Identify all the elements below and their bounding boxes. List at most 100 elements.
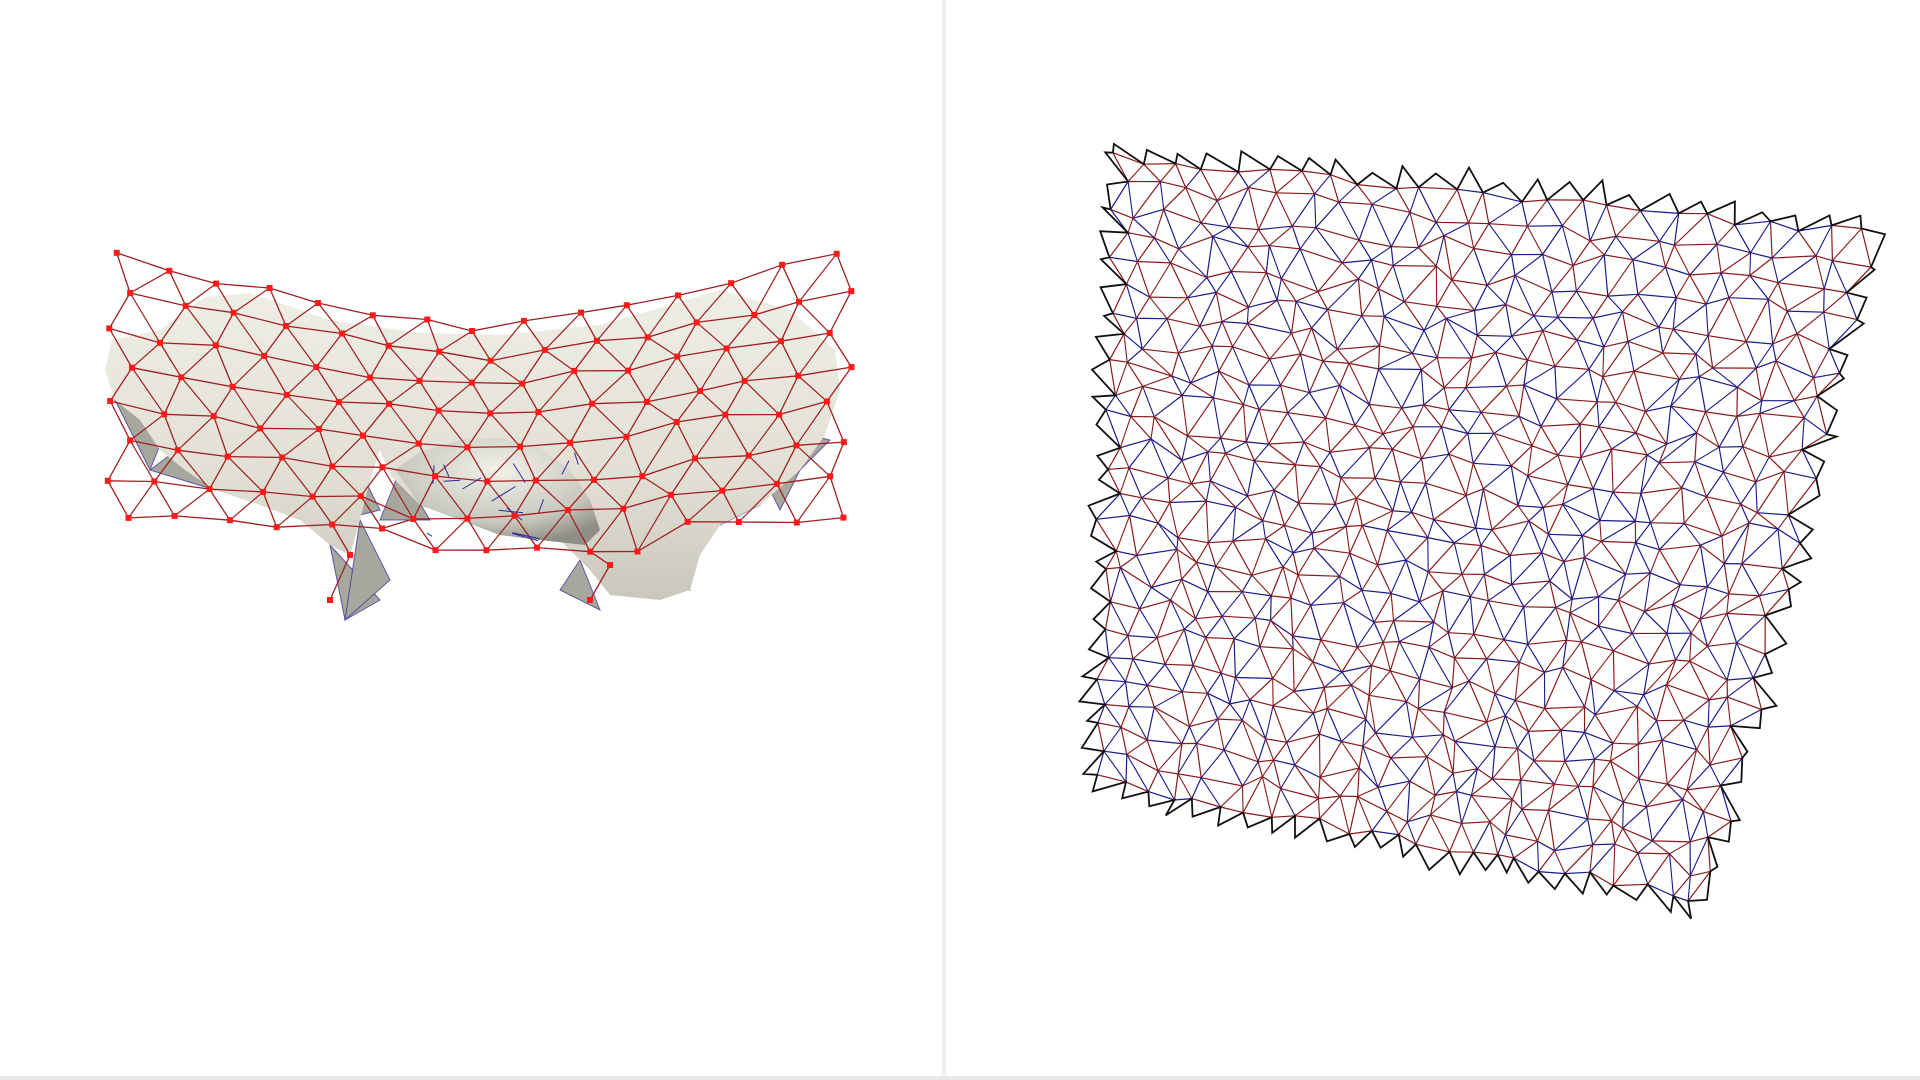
mesh-vertex[interactable] — [213, 280, 220, 287]
mesh-vertex[interactable] — [511, 512, 518, 519]
mesh-vertex[interactable] — [634, 548, 641, 555]
mesh-vertex[interactable] — [283, 323, 289, 329]
mesh-vertex[interactable] — [273, 524, 280, 531]
mesh-vertex[interactable] — [833, 250, 840, 257]
mesh-vertex[interactable] — [385, 342, 392, 349]
mesh-vertex[interactable] — [386, 400, 393, 407]
mesh-vertex[interactable] — [692, 455, 698, 462]
mesh-vertex[interactable] — [487, 357, 494, 364]
mesh-vertex[interactable] — [335, 399, 342, 405]
mesh-vertex[interactable] — [161, 411, 168, 418]
mesh-vertex[interactable] — [567, 439, 574, 446]
mesh-vertex[interactable] — [229, 383, 236, 390]
mesh-vertex[interactable] — [464, 444, 471, 451]
mesh-vertex[interactable] — [367, 374, 374, 381]
mesh-vertex[interactable] — [329, 521, 336, 528]
viewport-divider[interactable] — [942, 0, 946, 1076]
mesh-vertex[interactable] — [316, 426, 322, 432]
mesh-vertex[interactable] — [735, 519, 742, 525]
mesh-vertex[interactable] — [113, 249, 120, 256]
mesh-vertex[interactable] — [693, 319, 700, 326]
mesh-vertex[interactable] — [623, 302, 630, 309]
mesh-vertex[interactable] — [667, 491, 674, 498]
mesh-vertex[interactable] — [796, 298, 802, 305]
mesh-vertex[interactable] — [182, 302, 189, 309]
mesh-vertex[interactable] — [793, 442, 800, 449]
mesh-vertex[interactable] — [309, 493, 316, 500]
mesh-vertex[interactable] — [625, 367, 631, 374]
mesh-vertex[interactable] — [230, 309, 237, 316]
mesh-vertex[interactable] — [261, 352, 268, 359]
mesh-vertex[interactable] — [773, 480, 780, 487]
mesh-vertex[interactable] — [283, 391, 290, 398]
mesh-vertex[interactable] — [827, 473, 834, 480]
mesh-vertex[interactable] — [719, 487, 726, 494]
mesh-vertex[interactable] — [741, 377, 748, 384]
mesh-vertex[interactable] — [127, 290, 134, 296]
mesh-vertex[interactable] — [673, 419, 680, 425]
mesh-vertex[interactable] — [127, 437, 134, 444]
mesh-vertex[interactable] — [587, 548, 594, 555]
mesh-vertex[interactable] — [639, 473, 646, 480]
3d-mesh-viewport[interactable] — [0, 0, 942, 1076]
mesh-vertex[interactable] — [578, 309, 584, 316]
mesh-vertex[interactable] — [534, 544, 540, 551]
mesh-vertex[interactable] — [210, 413, 217, 420]
mesh-vertex[interactable] — [432, 547, 439, 554]
mesh-vertex[interactable] — [840, 439, 847, 446]
mesh-vertex[interactable] — [260, 488, 266, 495]
mesh-vertex[interactable] — [469, 328, 475, 334]
mesh-vertex[interactable] — [157, 339, 163, 346]
mesh-vertex[interactable] — [623, 433, 630, 440]
mesh-vertex[interactable] — [778, 338, 784, 345]
mesh-vertex[interactable] — [532, 477, 539, 484]
mesh-vertex[interactable] — [723, 345, 730, 352]
mesh-vertex[interactable] — [520, 317, 527, 324]
mesh-vertex[interactable] — [151, 478, 158, 485]
mesh-vertex[interactable] — [357, 493, 364, 499]
mesh-vertex[interactable] — [360, 432, 366, 439]
mesh-vertex[interactable] — [823, 398, 830, 405]
mesh-vertex[interactable] — [674, 353, 681, 360]
mesh-vertex[interactable] — [779, 261, 786, 268]
mesh-vertex[interactable] — [793, 519, 800, 526]
mesh-vertex[interactable] — [483, 547, 490, 554]
mesh-vertex[interactable] — [107, 398, 114, 404]
mesh-vertex[interactable] — [728, 280, 735, 287]
mesh-vertex[interactable] — [722, 411, 729, 418]
mesh-vertex[interactable] — [840, 514, 847, 521]
mesh-vertex[interactable] — [166, 267, 173, 274]
mesh-vertex[interactable] — [776, 411, 783, 418]
mesh-vertex[interactable] — [593, 337, 600, 344]
mesh-vertex[interactable] — [347, 552, 353, 558]
mesh-vertex[interactable] — [327, 597, 333, 603]
mesh-vertex[interactable] — [224, 453, 231, 460]
mesh-vertex[interactable] — [620, 505, 627, 512]
mesh-vertex[interactable] — [106, 325, 113, 332]
mesh-vertex[interactable] — [487, 410, 494, 417]
mesh-vertex[interactable] — [432, 473, 439, 480]
mesh-vertex[interactable] — [826, 330, 833, 336]
mesh-vertex[interactable] — [424, 316, 431, 323]
mesh-vertex[interactable] — [571, 367, 578, 374]
mesh-vertex[interactable] — [313, 364, 320, 370]
3d-mesh-canvas[interactable] — [0, 0, 942, 1076]
mesh-vertex[interactable] — [410, 516, 417, 522]
mesh-vertex[interactable] — [684, 518, 691, 525]
mesh-vertex[interactable] — [129, 364, 135, 371]
mesh-vertex[interactable] — [848, 288, 855, 295]
mesh-vertex[interactable] — [379, 464, 386, 471]
mesh-vertex[interactable] — [751, 312, 758, 318]
mesh-vertex[interactable] — [464, 515, 471, 522]
mesh-vertex[interactable] — [212, 342, 219, 349]
mesh-vertex[interactable] — [104, 477, 111, 484]
mesh-vertex[interactable] — [279, 454, 286, 461]
mesh-vertex[interactable] — [564, 507, 571, 513]
mesh-vertex[interactable] — [379, 525, 385, 532]
mesh-vertex[interactable] — [745, 452, 752, 459]
mesh-vertex[interactable] — [484, 478, 491, 485]
mesh-vertex[interactable] — [435, 407, 442, 414]
mesh-vertex[interactable] — [174, 447, 181, 454]
mesh-vertex[interactable] — [607, 562, 613, 568]
mesh-vertex[interactable] — [329, 463, 336, 470]
